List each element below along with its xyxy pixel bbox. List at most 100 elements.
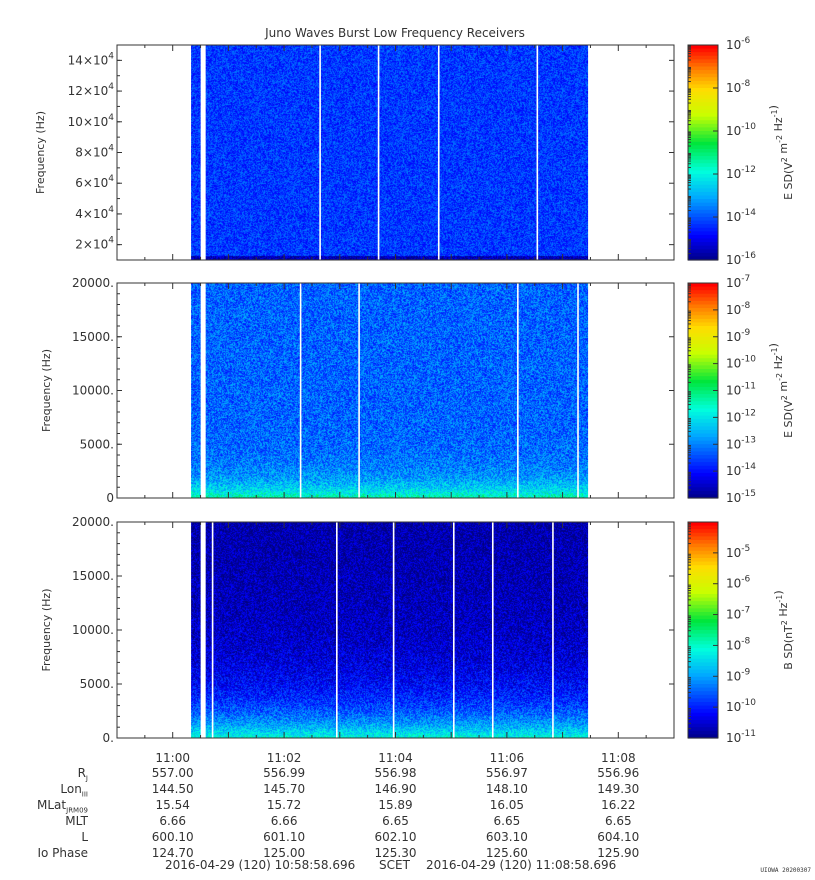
colorbar-tick-label: 10-10 [726,122,756,138]
colorbar-swatch [688,412,718,417]
data-gap [452,522,455,738]
colorbar-swatch [688,45,718,50]
colorbar-swatch [688,66,718,71]
colorbar-swatch [688,630,718,635]
colorbar-swatch [688,336,718,341]
data-gap [377,45,380,260]
colorbar-swatch [688,304,718,309]
colorbar-swatch [688,619,718,624]
colorbar-tick-label: 10-10 [726,698,756,714]
time-tick-label: 11:06 [490,751,525,765]
y-tick-label: 12×104 [68,82,115,98]
y-tick-label: 20000. [72,515,114,529]
colorbar-swatch [688,576,718,581]
colorbar-swatch [688,308,718,313]
ephem-value: 604.10 [597,830,640,844]
ephem-value: 6.66 [270,814,298,828]
colorbar-swatch [688,217,718,222]
colorbar-swatch [688,408,718,413]
colorbar-1: 10-6 10-8 10-10 10-12 10-14 10-16 E SD(V2 m-2 … [687,36,795,267]
y-tick-label: 10×104 [68,113,115,129]
colorbar-swatch [688,705,718,710]
colorbar-swatch [688,159,718,164]
colorbar-swatch [688,318,718,324]
colorbar-swatch [688,404,718,410]
colorbar-swatch [688,98,718,103]
y-axis-label: Frequency (Hz) [40,589,53,672]
ephem-value: 602.10 [374,830,417,844]
colorbar-tick-label: 10-11 [726,729,756,745]
data-gap [200,522,206,738]
colorbar-swatch [688,209,718,215]
colorbar-swatch [688,249,718,254]
colorbar-swatch [688,290,718,295]
colorbar-swatch [688,543,718,548]
colorbar-swatch [688,283,718,288]
colorbar-tick-label: 10-13 [726,435,756,451]
colorbar-swatch [688,525,718,530]
ephem-row-label: RJ [77,766,88,783]
ephem-value: 148.10 [485,782,528,796]
colorbar-swatch [688,698,718,703]
colorbar-swatch [688,311,718,316]
ephem-value: 124.70 [151,846,194,860]
colorbar-swatch [688,383,718,388]
colorbar-swatch [688,550,718,555]
y-tick-label: 10000. [72,623,114,637]
colorbar-tick-label: 10-16 [726,251,756,267]
colorbar-swatch [688,322,718,327]
y-axis-label: Frequency (Hz) [34,111,47,194]
colorbar-swatch [688,188,718,193]
ephem-value: 601.10 [263,830,306,844]
panel-3: 0. 5000. 10000. 15000. 20000. Frequency (Hz) 1… [40,515,795,745]
colorbar-swatch [688,437,718,442]
colorbar-swatch [688,256,718,261]
colorbar-swatch [688,224,718,229]
data-gap [517,283,519,498]
colorbar-swatch [688,536,718,541]
colorbar-swatch [688,734,718,739]
y-tick-label: 6×104 [75,174,114,190]
y-axis-label: Frequency (Hz) [40,349,53,432]
data-gap [577,283,579,498]
colorbar-swatch [688,565,718,570]
colorbar-swatch [688,343,718,349]
scet-label: SCET [379,858,410,872]
data-gap [200,283,206,498]
colorbar-swatch [688,529,718,534]
scet-start: 2016-04-29 (120) 10:58:58.696 [165,858,356,872]
colorbar-swatch [688,177,718,182]
colorbar-label: B SD(nT2 Hz-1) [772,590,795,669]
colorbar-tick-label: 10-9 [726,328,751,344]
colorbar-swatch [688,469,718,474]
colorbar-swatch [688,369,718,374]
colorbar-swatch [688,640,718,645]
colorbar-swatch [688,286,718,291]
colorbar-swatch [688,658,718,663]
colorbar-swatch [688,95,718,100]
data-gap [319,45,321,260]
colorbar-swatch [688,694,718,699]
colorbar-swatch [688,547,718,552]
colorbar-swatch [688,662,718,667]
colorbar-swatch [688,315,718,320]
colorbar-swatch [688,252,718,258]
ephem-row-label: MLT [65,814,88,828]
ephem-value: 556.97 [485,766,528,780]
colorbar-swatch [688,702,718,707]
ephem-value: 15.72 [266,798,302,812]
y-tick-label: 10000. [72,384,114,398]
colorbar-swatch [688,80,718,86]
colorbar-label: E SD(V2 m-2 Hz-1) [767,343,795,438]
ephem-value: 6.65 [493,814,521,828]
colorbar-swatch [688,73,718,78]
y-tick-label: 15000. [72,330,114,344]
time-tick-label: 11:00 [155,751,190,765]
colorbar-swatch [688,354,718,359]
colorbar-swatch [688,105,718,111]
ephem-value: 603.10 [485,830,528,844]
spectrogram-3 [191,522,589,738]
colorbar-tick-label: 10-5 [726,544,750,560]
colorbar-swatch [688,597,718,602]
colorbar-swatch [688,88,718,93]
